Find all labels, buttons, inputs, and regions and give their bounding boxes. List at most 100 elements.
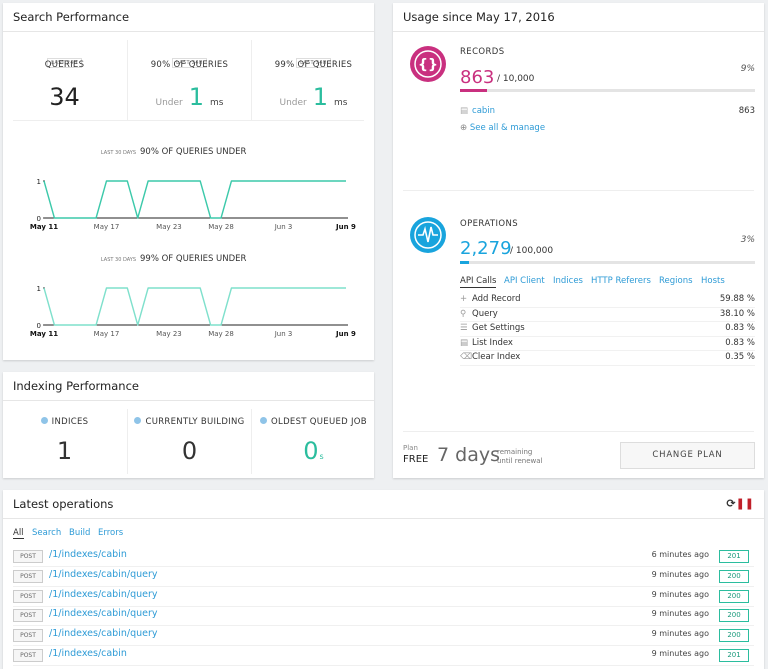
stat-badge: LAST 24H: [3, 49, 126, 68]
method-badge: POST: [13, 589, 43, 603]
operations-percent: 3%: [740, 235, 755, 245]
status-badge: 200: [719, 589, 749, 603]
ops-row-name: ▤ List Index: [460, 338, 513, 348]
log-tab[interactable]: Build: [69, 528, 91, 538]
records-count: 863: [460, 67, 495, 88]
stat-value: 0: [128, 437, 251, 465]
search-panel: Search Performance LAST 24H QUERIES 34 LAST…: [3, 3, 374, 360]
method-badge: POST: [13, 629, 43, 643]
stat-value: 0s: [252, 437, 375, 465]
ops-tab[interactable]: Hosts: [701, 276, 725, 286]
log-tab[interactable]: Search: [32, 528, 62, 538]
op-path[interactable]: /1/indexes/cabin: [49, 648, 127, 659]
op-time: 6 minutes ago: [651, 550, 709, 559]
stat-label-text: INDICES: [51, 417, 89, 427]
x-tick-label: May 11: [30, 223, 58, 231]
stat: LAST 24H 90% OF QUERIES Under 1 ms: [127, 40, 251, 120]
row-divider: [13, 585, 754, 587]
ops-row-share: 59.88 %: [719, 294, 755, 304]
status-badge: 201: [719, 649, 749, 662]
x-tick-label: May 11: [30, 330, 58, 338]
method-badge: POST: [13, 550, 43, 563]
x-tick-label: May 28: [208, 223, 234, 231]
row-icon: ▤: [460, 337, 469, 348]
row-divider: [13, 665, 754, 666]
op-path[interactable]: /1/indexes/cabin/query: [49, 588, 158, 600]
ops-tab[interactable]: Regions: [659, 276, 693, 286]
status-badge: 200: [719, 609, 749, 623]
records-percent: 9%: [740, 64, 755, 74]
chart-title: 99% OF QUERIES UNDER: [140, 254, 247, 264]
row-name: Add Record: [472, 294, 521, 304]
line: [43, 180, 346, 219]
row-icon: ⚲: [460, 308, 467, 319]
panel-title: Latest operations: [3, 490, 764, 519]
row-name: Query: [472, 308, 498, 319]
plan-label: Plan: [403, 444, 418, 452]
op-time: 9 minutes ago: [651, 589, 709, 599]
row-divider: [460, 306, 755, 308]
index-name[interactable]: ▤ cabin: [460, 106, 495, 116]
stat-number: 1: [312, 83, 329, 111]
stat-unit: s: [319, 452, 324, 461]
op-time: 9 minutes ago: [651, 609, 709, 619]
info-icon: [260, 417, 268, 424]
ops-tab[interactable]: API Client: [504, 276, 545, 286]
stat: INDICES 1: [3, 409, 126, 474]
y-tick-label: 0: [37, 322, 41, 330]
stat-badge: LAST 24H: [252, 49, 375, 68]
stat-label: QUERIES: [44, 60, 85, 70]
ops-row-share: 0.83 %: [725, 323, 755, 334]
records-label: RECORDS: [460, 47, 505, 57]
row-divider: [460, 364, 755, 366]
row-icon: ⌫: [460, 352, 473, 363]
ops-row-name: ⚲ Query: [460, 309, 498, 319]
stat-number: 1: [188, 83, 205, 111]
method-badge: POST: [13, 569, 43, 583]
line-chart: LAST 30 DAYS 90% OF QUERIES UNDER 0 1 May 11…: [30, 147, 356, 231]
panel-title: Usage since May 17, 2016: [393, 3, 764, 32]
log-tab[interactable]: Errors: [98, 528, 124, 538]
ops-tab[interactable]: HTTP Referers: [591, 276, 651, 286]
row-icon: +: [460, 294, 468, 304]
op-path[interactable]: /1/indexes/cabin: [49, 549, 127, 560]
x-tick-label: May 17: [94, 223, 120, 231]
chart-badge: LAST 30 DAYS: [101, 150, 136, 156]
ops-row-share: 38.10 %: [719, 308, 755, 319]
manage-link[interactable]: ⊕ See all & manage: [460, 123, 546, 133]
chart-title: 90% OF QUERIES UNDER: [140, 147, 247, 157]
change-plan-button[interactable]: CHANGE PLAN: [620, 442, 755, 469]
plan-renewal: until renewal: [497, 457, 543, 465]
ops-tab[interactable]: Indices: [553, 276, 583, 286]
ops-tab[interactable]: API Calls: [460, 276, 497, 288]
chart-badge: LAST 30 DAYS: [101, 257, 136, 263]
records-bar: [460, 89, 755, 92]
op-path[interactable]: /1/indexes/cabin/query: [49, 608, 158, 620]
log-tab[interactable]: All: [13, 528, 24, 539]
db-icon: ▤: [460, 106, 469, 116]
stat-prefix: Under: [279, 98, 307, 108]
refresh-pause[interactable]: ⟳❚❚: [726, 497, 754, 510]
op-path[interactable]: /1/indexes/cabin/query: [49, 568, 158, 580]
row-divider: [13, 645, 754, 647]
y-tick-label: 1: [37, 285, 41, 293]
status-badge: 200: [719, 629, 749, 643]
stat-label-text: CURRENTLY BUILDING: [145, 417, 245, 427]
row-divider: [460, 335, 755, 337]
stat-value: 1: [3, 437, 126, 465]
operations-bar: [460, 261, 755, 264]
plan-remaining: remaining: [497, 448, 533, 456]
stat-value: Under 1 ms: [128, 83, 251, 111]
panel-title: Indexing Performance: [3, 372, 374, 401]
x-tick-label: May 17: [94, 330, 120, 338]
ops-row-share: 0.83 %: [725, 337, 755, 348]
x-tick-label: Jun 3: [274, 330, 293, 338]
ops-row-share: 0.35 %: [725, 352, 755, 363]
row-name: Clear Index: [472, 352, 521, 363]
op-path[interactable]: /1/indexes/cabin/query: [49, 628, 158, 640]
line: [43, 287, 346, 326]
divider: [403, 190, 754, 191]
row-divider: [13, 605, 754, 607]
row-divider: [460, 321, 755, 323]
